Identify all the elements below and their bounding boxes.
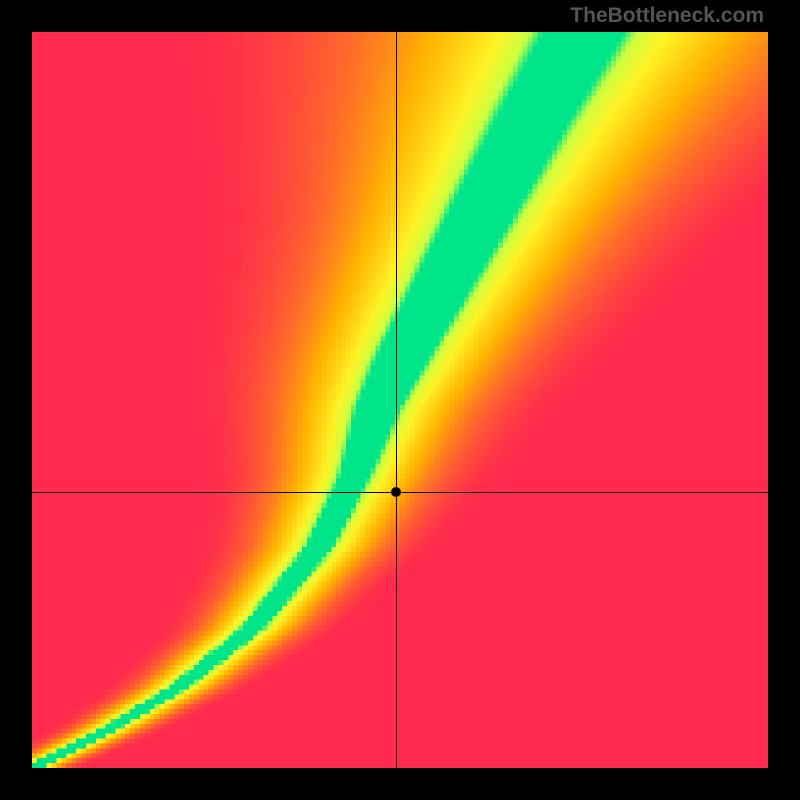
watermark-text: TheBottleneck.com bbox=[570, 4, 764, 28]
chart-container: TheBottleneck.com bbox=[0, 0, 800, 800]
crosshair-marker bbox=[391, 487, 401, 497]
crosshair-vertical bbox=[396, 32, 397, 768]
heatmap-canvas bbox=[32, 32, 768, 768]
